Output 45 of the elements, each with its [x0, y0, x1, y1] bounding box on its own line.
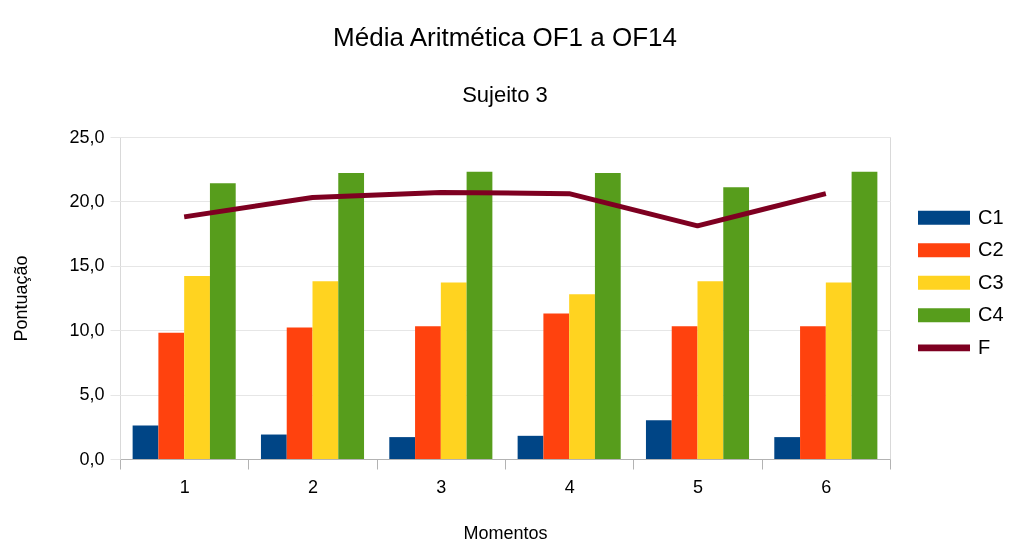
bar [569, 294, 595, 459]
legend-label: F [978, 335, 991, 358]
bar [158, 332, 185, 459]
bar [415, 326, 441, 459]
legend-label: C1 [978, 205, 1004, 228]
bar [697, 281, 724, 459]
legend-label: C2 [978, 238, 1004, 261]
bar [440, 282, 467, 459]
bar [645, 420, 672, 459]
bar [800, 326, 826, 459]
chart-title: Média Aritmética OF1 a OF14 [333, 22, 677, 52]
bar [312, 281, 339, 459]
bar [338, 173, 365, 459]
bar [723, 187, 750, 459]
x-tick-label: 2 [307, 476, 319, 497]
y-tick-label: 10,0 [69, 319, 105, 340]
x-tick-label: 4 [564, 476, 575, 497]
bar [594, 173, 621, 459]
y-axis-title: Pontuação [11, 255, 32, 342]
bar [543, 313, 570, 459]
bar [389, 437, 416, 459]
y-tick-label: 25,0 [69, 126, 105, 147]
legend-label: C4 [978, 303, 1004, 326]
x-tick-label: 3 [436, 476, 447, 497]
x-tick-label: 6 [821, 476, 832, 497]
y-tick-label: 5,0 [79, 384, 105, 405]
bar [260, 434, 287, 459]
y-tick-label: 20,0 [69, 190, 105, 211]
chart-subtitle: Sujeito 3 [462, 82, 548, 107]
bar [517, 435, 544, 459]
bar [851, 171, 878, 459]
y-tick-label: 15,0 [69, 255, 105, 276]
bar [209, 183, 236, 459]
x-tick-label: 1 [179, 476, 190, 497]
x-axis-title: Momentos [463, 522, 548, 540]
legend-label: C3 [978, 270, 1004, 293]
bar [132, 425, 159, 459]
bar [774, 437, 801, 459]
x-tick-label: 5 [692, 476, 704, 497]
bar [286, 327, 313, 459]
bar [466, 171, 493, 459]
bar [671, 326, 698, 459]
y-tick-label: 0,0 [79, 448, 105, 469]
bar [825, 282, 852, 459]
bar [184, 276, 210, 459]
